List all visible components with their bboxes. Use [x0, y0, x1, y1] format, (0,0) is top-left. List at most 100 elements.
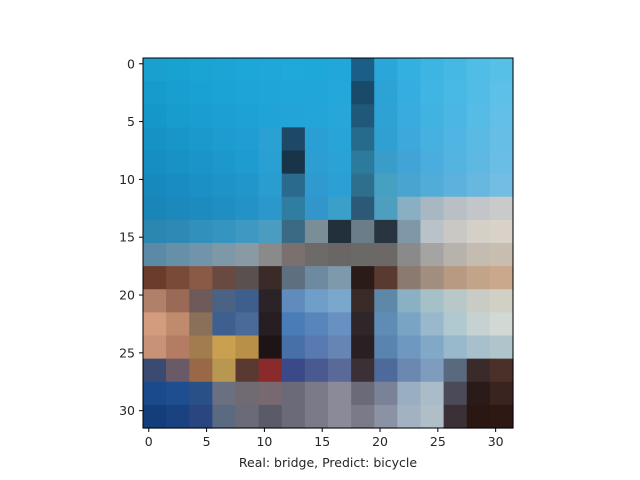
image-pixel	[143, 104, 167, 128]
image-pixel	[328, 219, 352, 244]
image-pixel	[281, 404, 306, 429]
image-pixel	[189, 289, 213, 313]
image-pixel	[466, 289, 491, 313]
image-pixel	[189, 243, 213, 267]
image-pixel	[189, 58, 213, 82]
image-pixel	[489, 219, 514, 244]
image-pixel	[304, 266, 329, 290]
image-pixel	[304, 335, 329, 360]
image-pixel	[489, 381, 514, 406]
image-pixel	[489, 173, 514, 198]
image-pixel	[143, 58, 167, 82]
image-pixel	[166, 150, 190, 175]
image-pixel	[212, 58, 237, 82]
image-pixel	[281, 81, 306, 105]
image-pixel	[212, 219, 237, 244]
image-pixel	[374, 173, 398, 198]
image-pixel	[304, 81, 329, 105]
image-pixel	[166, 219, 190, 244]
image-pixel	[351, 127, 375, 152]
image-pixel	[235, 150, 260, 175]
image-pixel	[235, 243, 260, 267]
image-pixel	[351, 196, 375, 221]
image-pixel	[466, 404, 491, 429]
image-pixel	[212, 312, 237, 337]
image-pixel	[166, 335, 190, 360]
image-pixel	[235, 289, 260, 313]
image-pixel	[189, 219, 213, 244]
image-pixel	[166, 404, 190, 429]
image-pixel	[443, 104, 468, 128]
image-pixel	[328, 196, 352, 221]
image-pixel	[212, 358, 237, 383]
image-pixel	[143, 381, 167, 406]
image-pixel	[328, 127, 352, 152]
image-pixel	[328, 404, 352, 429]
image-pixel	[397, 335, 422, 360]
image-pixel	[420, 58, 445, 82]
x-tick-label: 10	[256, 434, 272, 449]
image-pixel	[489, 404, 514, 429]
image-pixel	[420, 150, 445, 175]
image-pixel	[328, 150, 352, 175]
image-pixel	[489, 104, 514, 128]
image-pixel	[443, 58, 468, 82]
x-tick-label: 30	[488, 434, 504, 449]
image-pixel	[466, 243, 491, 267]
image-pixel	[420, 404, 445, 429]
image-pixel	[212, 81, 237, 105]
image-pixel	[351, 219, 375, 244]
y-tick-label: 0	[127, 56, 135, 71]
image-pixel	[466, 219, 491, 244]
image-pixel	[258, 312, 283, 337]
image-pixel	[143, 127, 167, 152]
image-pixel	[420, 381, 445, 406]
image-pixel	[443, 173, 468, 198]
image-pixel	[489, 358, 514, 383]
image-pixel	[235, 404, 260, 429]
image-pixel	[304, 104, 329, 128]
image-pixel	[397, 196, 422, 221]
image-pixel	[397, 358, 422, 383]
image-pixel	[397, 104, 422, 128]
axes-frame	[142, 57, 514, 429]
image-pixel	[212, 404, 237, 429]
image-pixel	[328, 104, 352, 128]
image-pixel	[235, 81, 260, 105]
image-pixel	[374, 150, 398, 175]
image-pixel	[143, 219, 167, 244]
image-pixel	[351, 335, 375, 360]
image-pixel	[143, 243, 167, 267]
image-pixel	[420, 289, 445, 313]
x-tick-label: 5	[203, 434, 211, 449]
image-pixel	[166, 266, 190, 290]
image-pixel	[489, 58, 514, 82]
image-pixel	[304, 312, 329, 337]
image-pixel	[281, 381, 306, 406]
image-pixel	[212, 266, 237, 290]
image-pixel	[258, 173, 283, 198]
image-pixel	[281, 219, 306, 244]
y-tick-label: 25	[119, 345, 135, 360]
image-pixel	[235, 381, 260, 406]
image-pixel	[351, 266, 375, 290]
y-tick-label: 20	[119, 288, 135, 303]
image-pixel	[143, 266, 167, 290]
image-pixel	[166, 312, 190, 337]
image-pixel	[189, 127, 213, 152]
image-pixel	[304, 404, 329, 429]
image-pixel	[258, 404, 283, 429]
image-pixel	[143, 312, 167, 337]
image-pixel	[235, 127, 260, 152]
image-pixel	[166, 196, 190, 221]
image-pixel	[397, 243, 422, 267]
image-pixel	[328, 381, 352, 406]
image-pixel	[235, 196, 260, 221]
image-pixel	[351, 58, 375, 82]
image-pixel	[281, 150, 306, 175]
image-pixel	[235, 58, 260, 82]
image-pixel	[166, 127, 190, 152]
image-pixel	[189, 266, 213, 290]
image-pixel	[143, 404, 167, 429]
image-pixel	[489, 127, 514, 152]
